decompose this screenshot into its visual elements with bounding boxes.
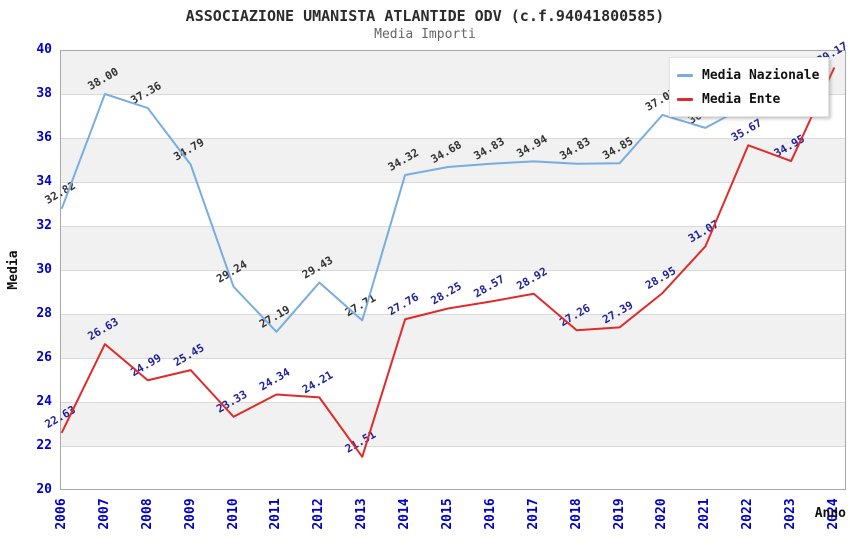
x-tick-label: 2009 (182, 498, 198, 530)
y-tick-label: 24 (36, 394, 52, 409)
y-tick-label: 28 (36, 306, 52, 321)
legend: Media Nazionale Media Ente (669, 57, 830, 117)
plot-border (60, 50, 846, 490)
x-tick-label: 2020 (654, 498, 670, 530)
x-tick-label: 2019 (611, 498, 627, 530)
series-line-media-ente (61, 67, 835, 458)
y-tick-label: 26 (36, 350, 52, 365)
plot-band (60, 314, 846, 358)
x-tick-label: 2007 (96, 498, 112, 530)
x-tick-label: 2011 (268, 498, 284, 530)
y-tick-label: 36 (36, 130, 52, 145)
legend-swatch-line-icon (677, 73, 693, 77)
plot-band (60, 182, 846, 226)
legend-swatch-line-icon (677, 97, 693, 101)
legend-item: Media Ente (677, 87, 819, 111)
y-tick-label: 22 (36, 438, 52, 453)
x-tick-label: 2022 (740, 498, 756, 530)
x-axis-title: Anno (814, 506, 846, 521)
y-tick-label: 40 (36, 42, 52, 57)
y-tick-label: 38 (36, 86, 52, 101)
x-tick-label: 2018 (568, 498, 584, 530)
x-tick-label: 2015 (440, 498, 455, 530)
y-axis-title: Media (6, 250, 21, 290)
x-tick-label: 2023 (783, 498, 799, 530)
series-line-media-nazionale (61, 93, 750, 333)
x-tick-label: 2014 (397, 498, 413, 530)
legend-item-label: Media Nazionale (702, 67, 820, 83)
legend-item-label: Media Ente (702, 91, 781, 107)
x-tick-label: 2012 (311, 498, 327, 530)
plot-band (60, 226, 846, 270)
plot-band (60, 446, 846, 490)
plot-band (60, 402, 846, 446)
x-tick-label: 2010 (225, 498, 241, 530)
x-tick-label: 2021 (697, 498, 713, 530)
chart-subtitle: Media Importi (374, 27, 476, 42)
y-tick-label: 34 (36, 174, 52, 189)
y-tick-label: 30 (36, 262, 52, 277)
chart-title: ASSOCIAZIONE UMANISTA ATLANTIDE ODV (c.f… (185, 7, 665, 25)
x-tick-label: 2016 (482, 498, 498, 530)
legend-item: Media Nazionale (677, 63, 819, 87)
x-tick-label: 2006 (54, 498, 69, 530)
x-tick-label: 2013 (354, 498, 370, 530)
y-tick-label: 32 (36, 218, 52, 233)
plot-band (60, 358, 846, 402)
y-tick-label: 20 (36, 482, 52, 497)
x-tick-label: 2008 (139, 498, 155, 530)
x-tick-label: 2017 (525, 498, 541, 530)
plot-band (60, 138, 846, 182)
